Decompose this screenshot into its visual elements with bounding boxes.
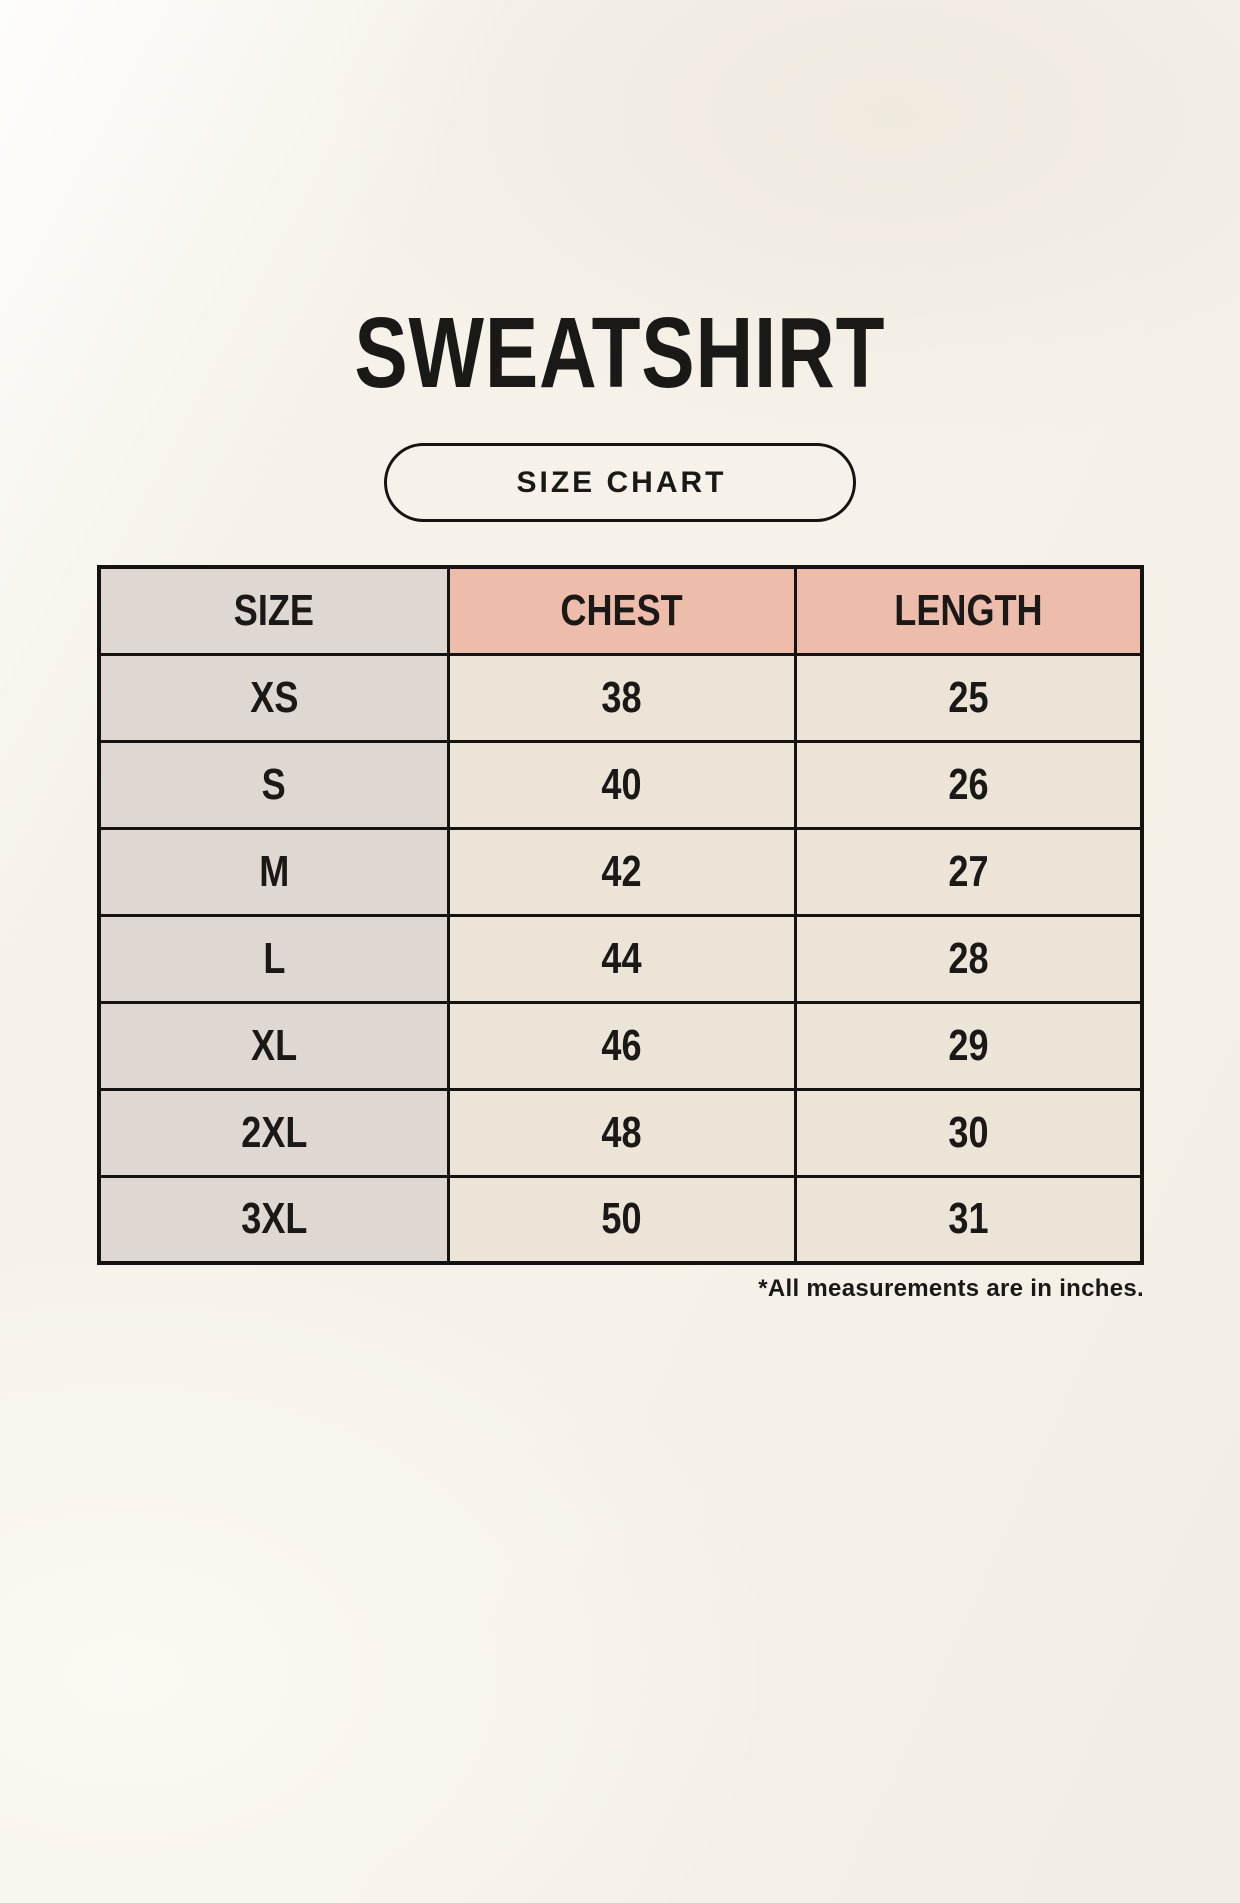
column-header-chest: CHEST bbox=[446, 565, 797, 656]
column-header-length: LENGTH bbox=[793, 565, 1144, 656]
length-value-cell: 27 bbox=[793, 826, 1144, 917]
table-row-xl: XL 46 29 bbox=[97, 1000, 1144, 1091]
page-title: SWEATSHIRT bbox=[0, 303, 1240, 403]
length-value-cell: 30 bbox=[793, 1087, 1144, 1178]
table-row-3xl: 3XL 50 31 bbox=[97, 1174, 1144, 1265]
measurements-note: *All measurements are in inches. bbox=[758, 1275, 1144, 1302]
chest-value-cell: 42 bbox=[446, 826, 797, 917]
length-value-cell: 26 bbox=[793, 739, 1144, 830]
chest-value-cell: 48 bbox=[446, 1087, 797, 1178]
column-header-size: SIZE bbox=[97, 565, 450, 656]
size-label-cell: XL bbox=[97, 1000, 450, 1091]
table-row-2xl: 2XL 48 30 bbox=[97, 1087, 1144, 1178]
chest-value-cell: 40 bbox=[446, 739, 797, 830]
size-label-cell: L bbox=[97, 913, 450, 1004]
length-value-cell: 29 bbox=[793, 1000, 1144, 1091]
chest-value-cell: 46 bbox=[446, 1000, 797, 1091]
table-row-l: L 44 28 bbox=[97, 913, 1144, 1004]
length-value-cell: 31 bbox=[793, 1174, 1144, 1265]
size-label-cell: 2XL bbox=[97, 1087, 450, 1178]
size-label-cell: 3XL bbox=[97, 1174, 450, 1265]
table-header-row: SIZE CHEST LENGTH bbox=[97, 565, 1144, 656]
chest-value-cell: 38 bbox=[446, 652, 797, 743]
size-label-cell: XS bbox=[97, 652, 450, 743]
size-chart-button-label: SIZE CHART bbox=[516, 465, 727, 499]
table-row-m: M 42 27 bbox=[97, 826, 1144, 917]
chest-value-cell: 50 bbox=[446, 1174, 797, 1265]
size-label-cell: S bbox=[97, 739, 450, 830]
length-value-cell: 25 bbox=[793, 652, 1144, 743]
size-chart-table: SIZE CHEST LENGTH XS 38 25 S 40 26 M 42 … bbox=[97, 565, 1144, 1265]
table-row-s: S 40 26 bbox=[97, 739, 1144, 830]
size-chart-button[interactable]: SIZE CHART bbox=[384, 443, 856, 522]
size-label-cell: M bbox=[97, 826, 450, 917]
length-value-cell: 28 bbox=[793, 913, 1144, 1004]
table-row-xs: XS 38 25 bbox=[97, 652, 1144, 743]
page-title-text: SWEATSHIRT bbox=[354, 297, 886, 409]
chest-value-cell: 44 bbox=[446, 913, 797, 1004]
